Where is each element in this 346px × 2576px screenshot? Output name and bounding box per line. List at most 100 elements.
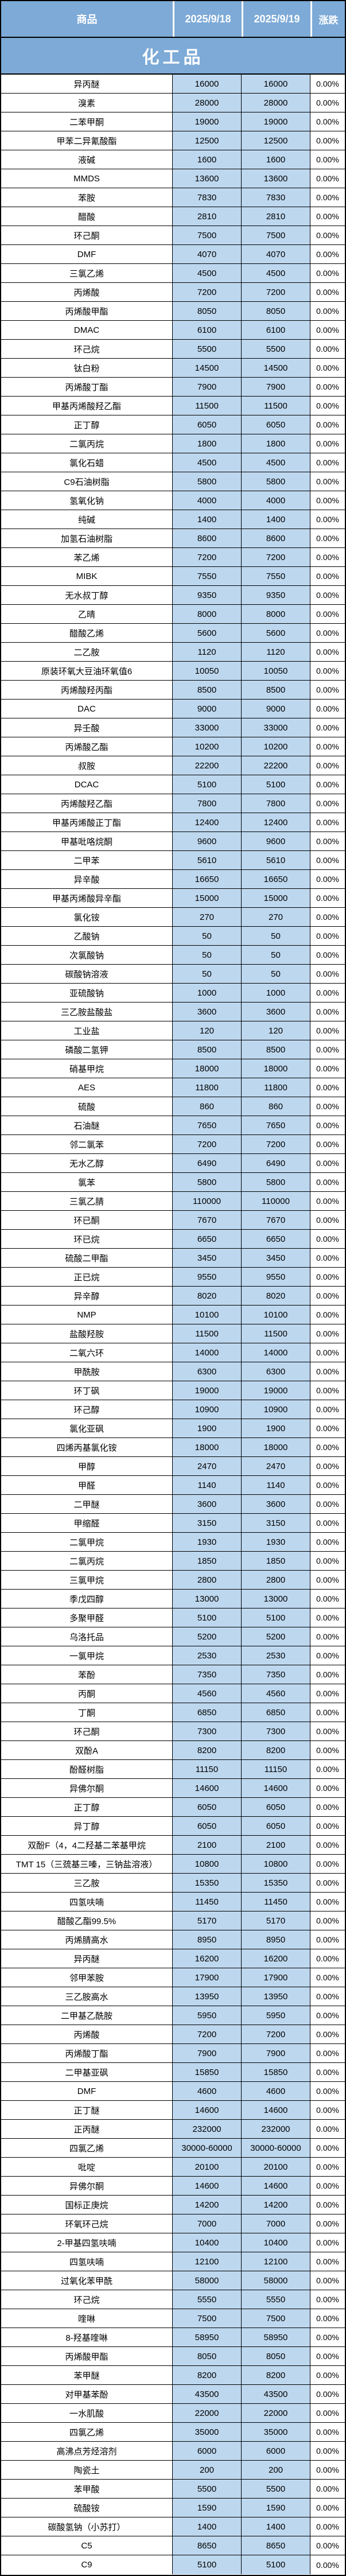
product-name-cell: 硫酸铵: [1, 2499, 173, 2517]
product-name-cell: 四氢呋喃: [1, 2252, 173, 2271]
table-row: 无水叔丁醇 9350 9350 0.00%: [1, 586, 345, 605]
table-row: 四氯乙烯 35000 35000 0.00%: [1, 2423, 345, 2442]
table-row: 一水肌酸 22000 22000 0.00%: [1, 2404, 345, 2423]
table-row: 环已酮 7670 7670 0.00%: [1, 1211, 345, 1230]
product-name-cell: 二苯甲酮: [1, 112, 173, 131]
change-cell: 0.00%: [310, 624, 345, 643]
price-2025-09-19-cell: 8020: [242, 1287, 310, 1306]
product-name-cell: 异佛尔酮: [1, 2177, 173, 2196]
price-2025-09-19-cell: 7800: [242, 794, 310, 813]
price-2025-09-18-cell: 13600: [173, 169, 242, 188]
product-name-cell: 原装环氧大豆油环氧值6: [1, 662, 173, 681]
change-cell: 0.00%: [310, 1684, 345, 1703]
price-2025-09-18-cell: 12400: [173, 813, 242, 832]
price-2025-09-18-cell: 7830: [173, 188, 242, 207]
change-cell: 0.00%: [310, 2025, 345, 2044]
table-row: 次氯酸钠 50 50 0.00%: [1, 946, 345, 965]
price-2025-09-19-cell: 7670: [242, 1211, 310, 1230]
price-2025-09-18-cell: 12500: [173, 131, 242, 150]
product-name-cell: 三氯甲烷: [1, 1571, 173, 1590]
change-cell: 0.00%: [310, 567, 345, 586]
price-2025-09-19-cell: 8500: [242, 681, 310, 700]
change-cell: 0.00%: [310, 794, 345, 813]
price-2025-09-18-cell: 11500: [173, 397, 242, 415]
price-2025-09-19-cell: 2100: [242, 1836, 310, 1855]
change-cell: 0.00%: [310, 2385, 345, 2404]
product-name-cell: C5: [1, 2536, 173, 2555]
table-row: 异辛醇 8020 8020 0.00%: [1, 1287, 345, 1306]
product-name-cell: 过氧化苯甲酰: [1, 2271, 173, 2290]
table-row: 二甲基乙酰胺 5950 5950 0.00%: [1, 2006, 345, 2025]
price-2025-09-18-cell: 2470: [173, 1457, 242, 1476]
table-header: 商品 2025/9/18 2025/9/19 涨跌: [1, 1, 345, 38]
change-cell: 0.00%: [310, 1911, 345, 1930]
price-2025-09-19-cell: 3600: [242, 1003, 310, 1021]
price-2025-09-18-cell: 6000: [173, 2442, 242, 2461]
table-row: 环己酮 7300 7300 0.00%: [1, 1722, 345, 1741]
product-name-cell: 亚硫酸钠: [1, 984, 173, 1003]
price-2025-09-18-cell: 8050: [173, 302, 242, 321]
price-2025-09-19-cell: 50: [242, 927, 310, 946]
table-row: DMF 4070 4070 0.00%: [1, 245, 345, 264]
price-2025-09-19-cell: 14600: [242, 1779, 310, 1798]
price-2025-09-19-cell: 5950: [242, 2006, 310, 2025]
price-2025-09-18-cell: 1140: [173, 1476, 242, 1495]
table-row: 高沸点芳烃溶剂 6000 6000 0.00%: [1, 2442, 345, 2461]
product-name-cell: 二氧六环: [1, 1343, 173, 1362]
price-2025-09-19-cell: 12400: [242, 813, 310, 832]
change-cell: 0.00%: [310, 1855, 345, 1874]
price-2025-09-18-cell: 7200: [173, 548, 242, 567]
price-2025-09-19-cell: 13600: [242, 169, 310, 188]
price-2025-09-19-cell: 1930: [242, 1533, 310, 1552]
price-2025-09-19-cell: 8200: [242, 1741, 310, 1760]
product-name-cell: 异壬酸: [1, 718, 173, 737]
change-cell: 0.00%: [310, 1268, 345, 1287]
product-name-cell: 三氯乙烯: [1, 264, 173, 283]
table-row: 四氢呋喃 12100 12100 0.00%: [1, 2252, 345, 2271]
table-row: 异辛酸 16650 16650 0.00%: [1, 870, 345, 889]
change-cell: 0.00%: [310, 756, 345, 775]
price-2025-09-18-cell: 9550: [173, 1268, 242, 1287]
product-name-cell: MMDS: [1, 169, 173, 188]
price-2025-09-18-cell: 8650: [173, 2536, 242, 2555]
change-cell: 0.00%: [310, 1987, 345, 2006]
table-row: 邻甲苯胺 17900 17900 0.00%: [1, 1968, 345, 1987]
table-row: 甲醛 1140 1140 0.00%: [1, 1476, 345, 1495]
price-2025-09-19-cell: 200: [242, 2461, 310, 2480]
price-2025-09-18-cell: 8000: [173, 605, 242, 624]
price-2025-09-19-cell: 10400: [242, 2233, 310, 2252]
product-name-cell: 丙烯酸丁酯: [1, 378, 173, 397]
product-name-cell: 对甲基苯酚: [1, 2385, 173, 2404]
price-2025-09-19-cell: 30000-60000: [242, 2139, 310, 2158]
product-name-cell: 三乙胺高水: [1, 1987, 173, 2006]
product-name-cell: 四氯乙烯: [1, 2423, 173, 2442]
product-name-cell: 次氯酸钠: [1, 946, 173, 965]
price-2025-09-18-cell: 12100: [173, 2252, 242, 2271]
product-name-cell: DMAC: [1, 321, 173, 340]
table-row: 丙烯酸 7200 7200 0.00%: [1, 283, 345, 302]
product-name-cell: 二氯丙烷: [1, 1552, 173, 1571]
price-2025-09-19-cell: 15850: [242, 2063, 310, 2082]
table-row: 异壬酸 33000 33000 0.00%: [1, 718, 345, 737]
change-cell: 0.00%: [310, 2196, 345, 2214]
price-2025-09-19-cell: 19000: [242, 112, 310, 131]
table-row: DMAC 6100 6100 0.00%: [1, 321, 345, 340]
change-cell: 0.00%: [310, 2309, 345, 2328]
price-2025-09-19-cell: 8650: [242, 2536, 310, 2555]
price-2025-09-19-cell: 14600: [242, 2101, 310, 2120]
table-row: 二苯甲酮 19000 19000 0.00%: [1, 112, 345, 131]
table-row: 甲苯二异氰酸酯 12500 12500 0.00%: [1, 131, 345, 150]
price-2025-09-19-cell: 10800: [242, 1855, 310, 1874]
product-name-cell: 甲基丙烯酸异辛酯: [1, 889, 173, 908]
price-2025-09-18-cell: 10400: [173, 2233, 242, 2252]
table-row: 硫酸二甲酯 3450 3450 0.00%: [1, 1249, 345, 1268]
change-cell: 0.00%: [310, 188, 345, 207]
price-2025-09-19-cell: 7350: [242, 1665, 310, 1684]
price-2025-09-19-cell: 5800: [242, 472, 310, 491]
price-2025-09-18-cell: 14200: [173, 2196, 242, 2214]
price-2025-09-19-cell: 15350: [242, 1874, 310, 1893]
table-row: 一氯甲烷 2530 2530 0.00%: [1, 1646, 345, 1665]
change-cell: 0.00%: [310, 1249, 345, 1268]
price-2025-09-18-cell: 1000: [173, 984, 242, 1003]
product-name-cell: 甲酰胺: [1, 1362, 173, 1381]
